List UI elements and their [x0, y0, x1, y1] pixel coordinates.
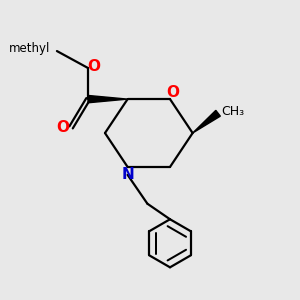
Text: O: O [57, 120, 70, 135]
Text: O: O [88, 59, 101, 74]
Text: O: O [166, 85, 179, 100]
Text: CH₃: CH₃ [221, 105, 244, 118]
Text: N: N [121, 167, 134, 182]
Polygon shape [193, 110, 220, 133]
Text: methyl: methyl [8, 42, 50, 55]
Polygon shape [88, 95, 128, 103]
